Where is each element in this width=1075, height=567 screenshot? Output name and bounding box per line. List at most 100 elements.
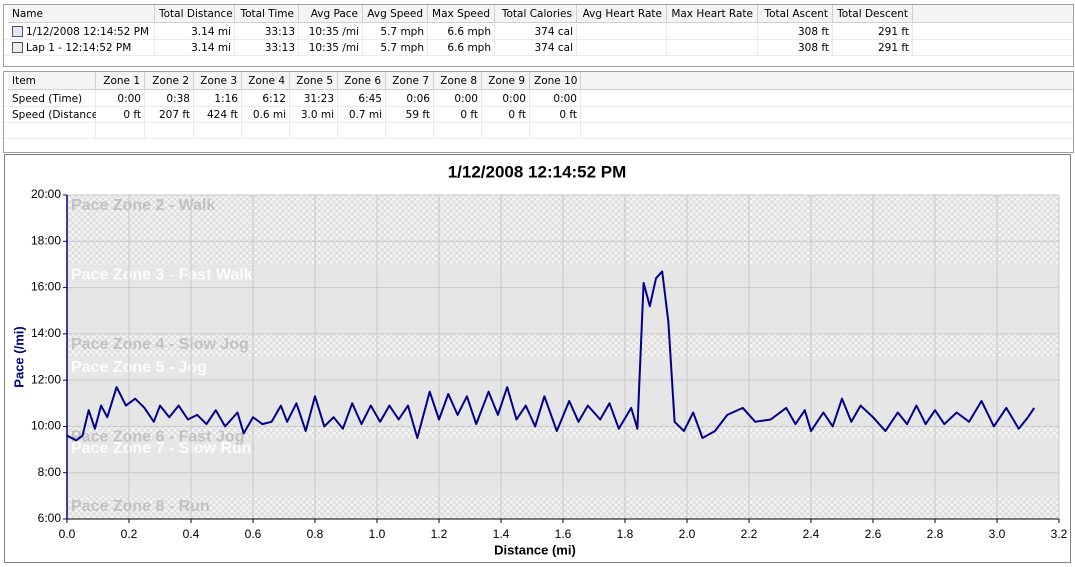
row-line — [4, 122, 1073, 123]
column-line — [427, 23, 428, 55]
table-cell: 0:00 — [96, 91, 145, 107]
cell-text: 308 ft — [797, 42, 829, 54]
table-cell: 291 ft — [833, 40, 913, 56]
table-cell: 308 ft — [758, 40, 833, 56]
column-line — [234, 23, 235, 55]
table-cell: 374 cal — [495, 40, 577, 56]
cell-text: 374 cal — [534, 26, 573, 38]
cell-text: 0:38 — [166, 93, 190, 105]
pace-zone-label: Pace Zone 7 - Slow Run — [71, 440, 251, 457]
column-line — [529, 90, 530, 138]
column-header: Zone 2 — [145, 72, 194, 90]
column-header: Max Heart Rate — [667, 5, 758, 23]
column-header: Zone 4 — [242, 72, 290, 90]
x-tick-label: 0.6 — [245, 527, 262, 541]
x-tick-label: 2.2 — [741, 527, 758, 541]
x-tick-label: 0.4 — [183, 527, 200, 541]
column-header: Zone 5 — [290, 72, 338, 90]
column-line — [757, 23, 758, 55]
column-line — [337, 90, 338, 138]
column-line — [912, 23, 913, 55]
column-line — [832, 23, 833, 55]
row-line — [4, 138, 1073, 139]
cell-text: 0 ft — [123, 109, 141, 121]
x-tick-label: 2.6 — [865, 527, 882, 541]
cell-text: 0.6 mi — [252, 109, 286, 121]
y-tick-label: 18:00 — [31, 233, 61, 247]
x-tick-label: 1.6 — [555, 527, 572, 541]
cell-text: 0 ft — [508, 109, 526, 121]
row-line — [4, 106, 1073, 107]
header-filler — [581, 72, 1073, 90]
pace-zone-label: Pace Zone 5 - Jog — [71, 359, 207, 376]
y-tick-label: 6:00 — [38, 511, 62, 525]
column-header: Name — [8, 5, 155, 23]
row-icon — [12, 42, 23, 53]
column-header: Zone 10 — [530, 72, 581, 90]
y-tick-label: 14:00 — [31, 326, 61, 340]
x-tick-label: 1.4 — [493, 527, 510, 541]
column-header: Zone 1 — [96, 72, 145, 90]
x-axis-label: Distance (mi) — [494, 542, 576, 557]
table-cell: 0:00 — [482, 91, 530, 107]
x-tick-label: 0.2 — [121, 527, 138, 541]
table-cell: 0:00 — [530, 91, 581, 107]
row-line — [4, 55, 1073, 56]
column-header: Zone 7 — [386, 72, 434, 90]
table-cell: 291 ft — [833, 24, 913, 40]
x-tick-label: 2.4 — [803, 527, 820, 541]
column-line — [144, 90, 145, 138]
table-cell: 10:35 /mi — [299, 24, 363, 40]
table-cell: 3.14 mi — [155, 24, 235, 40]
x-tick-label: 3.0 — [989, 527, 1006, 541]
table-cell: 33:13 — [235, 40, 299, 56]
table-cell: Speed (Time) — [8, 91, 96, 107]
pace-zone-label: Pace Zone 2 - Walk — [71, 197, 215, 214]
column-line — [362, 23, 363, 55]
column-line — [481, 90, 482, 138]
y-tick-label: 20:00 — [31, 187, 61, 201]
x-tick-label: 0.0 — [59, 527, 76, 541]
column-header: Total Descent — [833, 5, 913, 23]
table-cell: 6:45 — [338, 91, 386, 107]
table-cell: 1:16 — [194, 91, 242, 107]
cell-text: 291 ft — [877, 42, 909, 54]
table-cell: 6:12 — [242, 91, 290, 107]
pace-zone-label: Pace Zone 3 - Fast Walk — [71, 267, 253, 284]
table-cell: Speed (Distance) — [8, 107, 96, 123]
row-icon — [12, 26, 23, 37]
column-header: Zone 6 — [338, 72, 386, 90]
column-header: Avg Speed — [363, 5, 428, 23]
cell-text: Speed (Time) — [12, 93, 83, 105]
table-cell: 5.7 mph — [363, 40, 428, 56]
cell-text: 0 ft — [460, 109, 478, 121]
cell-text: 207 ft — [158, 109, 190, 121]
pace-zone-label: Pace Zone 6 - Fast Jog — [71, 429, 244, 446]
cell-text: 3.0 mi — [300, 109, 334, 121]
cell-text: 291 ft — [877, 26, 909, 38]
table-cell: 0:06 — [386, 91, 434, 107]
column-line — [95, 90, 96, 138]
y-axis-label: Pace (/mi) — [11, 326, 26, 387]
x-tick-label: 0.8 — [307, 527, 324, 541]
table-cell: 0 ft — [482, 107, 530, 123]
column-header: Item — [8, 72, 96, 90]
x-tick-label: 1.2 — [431, 527, 448, 541]
table-cell: 3.14 mi — [155, 40, 235, 56]
column-header: Total Calories — [495, 5, 577, 23]
table-cell: 0:00 — [434, 91, 482, 107]
column-header: Zone 9 — [482, 72, 530, 90]
cell-text: 308 ft — [797, 26, 829, 38]
pace-zone-label: Pace Zone 4 - Slow Jog — [71, 336, 249, 353]
pace-zone-label: Pace Zone 8 - Run — [71, 498, 210, 515]
table-cell: 207 ft — [145, 107, 194, 123]
table-cell: 0 ft — [434, 107, 482, 123]
x-tick-label: 2.8 — [927, 527, 944, 541]
zones-table: Item Zone 1 Zone 2 Zone 3 Zone 4 Zone 5 Zone 6… — [3, 71, 1074, 153]
column-line — [666, 23, 667, 55]
column-line — [154, 23, 155, 55]
column-header: Max Speed — [428, 5, 495, 23]
y-tick-label: 16:00 — [31, 280, 61, 294]
pace-line — [66, 270, 1036, 442]
